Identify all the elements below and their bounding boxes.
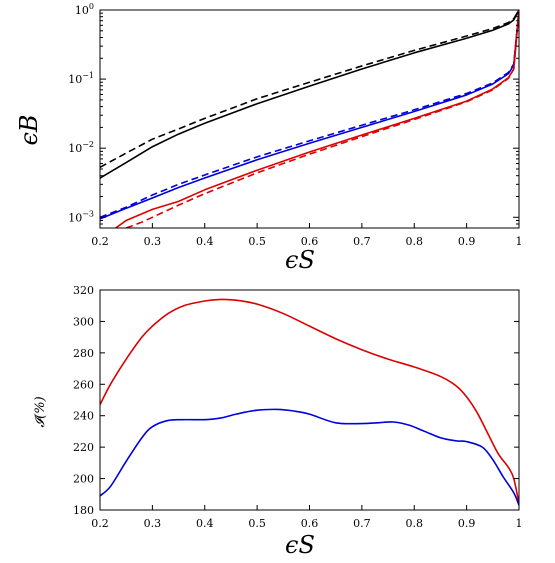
efficiency-y-tick-label: 10−1: [68, 71, 94, 86]
efficiency-plot-frame: [99, 9, 520, 229]
efficiency-x-tick-label: 0.3: [144, 235, 162, 248]
improvement-x-tick-label: 0.8: [406, 517, 424, 530]
efficiency-series-line-6: [125, 10, 519, 228]
improvement-y-tick-label: 180: [73, 504, 94, 517]
improvement-y-tick-label: 320: [73, 284, 94, 297]
efficiency-x-tick-label: 0.7: [353, 235, 371, 248]
improvement-x-axis-label: ϵS: [285, 531, 315, 559]
improvement-y-axis-label: 𝓘(%): [33, 396, 48, 427]
improvement-x-tick-label: 0.6: [301, 517, 319, 530]
improvement-y-ticks: 320 300 280 260 240 220 200 180: [73, 284, 519, 517]
efficiency-y-tick-label: 10−2: [68, 140, 94, 155]
improvement-plot-frame: [99, 289, 520, 511]
efficiency-y-ticks: 100 10−1 10−2 10−3: [68, 2, 519, 229]
improvement-x-tick-label: 0.2: [91, 517, 109, 530]
improvement-x-tick-label: 1: [516, 517, 523, 530]
efficiency-y-tick-label: 100: [75, 2, 94, 17]
improvement-y-tick-label: 280: [73, 347, 94, 360]
efficiency-series-line-3: [100, 10, 519, 220]
efficiency-panel: 0.2 0.3 0.4 0.5 0.6 0.7 0.8 0.9 1 100 10−1 10−2 10−…: [15, 2, 523, 274]
efficiency-x-tick-label: 1: [516, 235, 523, 248]
efficiency-series-line-1: [100, 10, 519, 179]
efficiency-series-line-5: [115, 10, 519, 228]
efficiency-x-tick-label: 0.2: [91, 235, 109, 248]
improvement-x-tick-label: 0.5: [248, 517, 266, 530]
efficiency-series-line-4: [100, 10, 519, 219]
improvement-series-line-2: [100, 408, 519, 506]
efficiency-x-tick-label: 0.6: [301, 235, 319, 248]
improvement-x-tick-label: 0.9: [458, 517, 476, 530]
improvement-series-line-1: [100, 298, 519, 504]
improvement-panel: 0.2 0.3 0.4 0.5 0.6 0.7 0.8 0.9 1 320 300 280 260 24…: [33, 284, 523, 559]
improvement-x-tick-label: 0.7: [353, 517, 371, 530]
improvement-y-tick-label: 240: [73, 410, 94, 423]
improvement-y-tick-label: 200: [73, 473, 94, 486]
improvement-x-ticks: 0.2 0.3 0.4 0.5 0.6 0.7 0.8 0.9 1: [91, 505, 523, 530]
efficiency-y-tick-label: 10−3: [68, 209, 94, 224]
improvement-y-tick-label: 220: [73, 441, 94, 454]
efficiency-x-tick-label: 0.4: [196, 235, 214, 248]
efficiency-series-line-2: [100, 10, 519, 168]
efficiency-x-tick-label: 0.5: [248, 235, 266, 248]
efficiency-x-tick-label: 0.8: [406, 235, 424, 248]
improvement-x-tick-label: 0.4: [196, 517, 214, 530]
efficiency-series-group: [100, 10, 519, 228]
efficiency-x-ticks: 0.2 0.3 0.4 0.5 0.6 0.7 0.8 0.9 1: [91, 223, 523, 248]
improvement-series-group: [100, 298, 519, 506]
improvement-x-tick-label: 0.3: [144, 517, 162, 530]
efficiency-y-axis-label: ϵB: [15, 114, 43, 145]
efficiency-x-tick-label: 0.9: [458, 235, 476, 248]
improvement-y-tick-label: 260: [73, 378, 94, 391]
efficiency-x-axis-label: ϵS: [285, 246, 315, 274]
improvement-y-tick-label: 300: [73, 315, 94, 328]
